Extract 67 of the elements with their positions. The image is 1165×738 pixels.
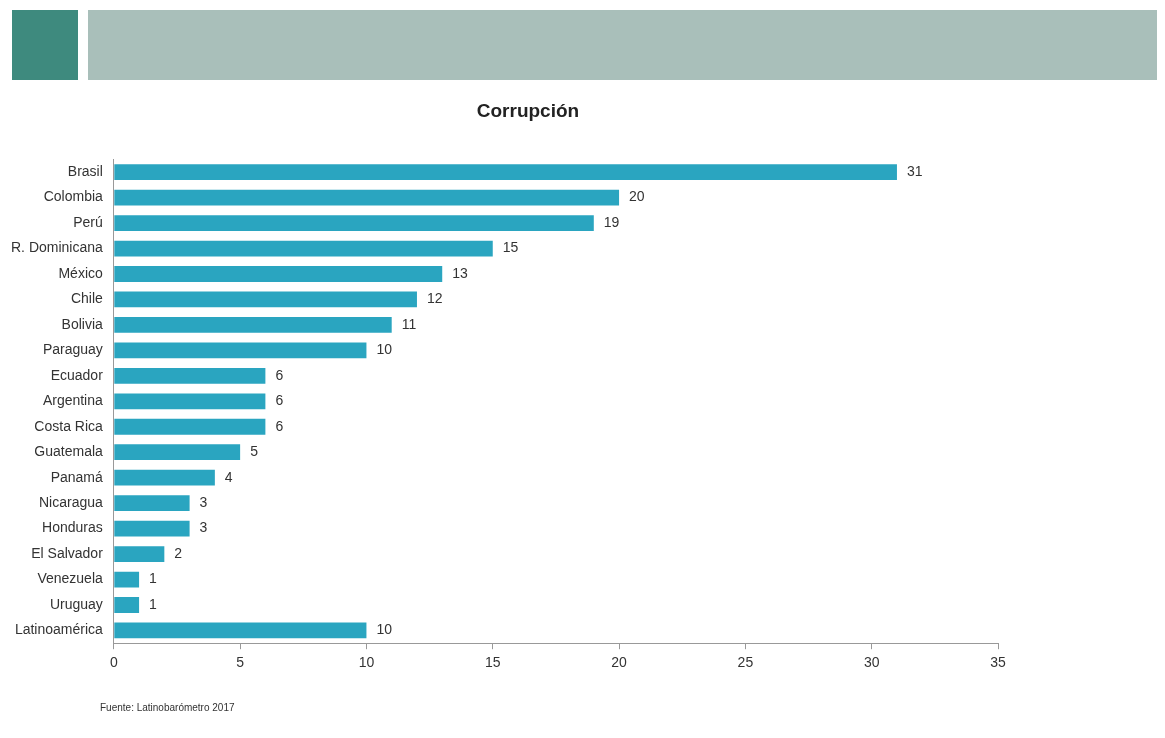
bar — [114, 215, 594, 231]
bar — [114, 291, 417, 308]
x-tick-label: 0 — [109, 654, 118, 671]
bar — [114, 597, 140, 613]
y-tick-label: Uruguay — [49, 595, 103, 612]
bar — [114, 189, 620, 206]
y-tick-label: Ecuador — [50, 366, 104, 383]
y-tick-label: El Salvador — [31, 544, 104, 561]
y-tick-label: Brasil — [67, 162, 103, 179]
y-tick-label: Costa Rica — [34, 417, 104, 434]
bar — [114, 444, 241, 461]
bar — [114, 520, 190, 537]
data-label: 6 — [275, 392, 284, 409]
bar — [114, 164, 897, 181]
data-label: 15 — [502, 239, 519, 256]
bar — [114, 240, 493, 257]
data-label: 10 — [376, 621, 393, 638]
bar — [114, 469, 215, 486]
x-tick-label: 5 — [236, 654, 245, 671]
y-tick-label: Bolivia — [61, 315, 104, 332]
data-label: 5 — [250, 443, 259, 460]
y-tick-label: Guatemala — [34, 443, 104, 460]
x-tick-label: 25 — [737, 654, 754, 671]
data-label: 19 — [603, 213, 620, 230]
y-tick-label: Latinoamérica — [14, 621, 104, 638]
data-label: 6 — [275, 366, 284, 383]
x-tick-label: 35 — [990, 654, 1006, 671]
data-label: 1 — [149, 570, 158, 587]
bar — [114, 317, 392, 333]
bar — [114, 418, 266, 435]
bar — [114, 622, 367, 639]
y-tick-label: Honduras — [42, 519, 103, 536]
bar — [114, 571, 140, 588]
bar — [114, 546, 165, 562]
x-tick-label: 20 — [611, 654, 628, 671]
y-tick-label: Panamá — [50, 468, 104, 485]
data-label: 3 — [199, 519, 208, 536]
y-tick-label: Colombia — [43, 188, 104, 205]
bar — [114, 393, 266, 410]
source-note: Fuente: Latinobarómetro 2017 — [100, 702, 235, 713]
data-label: 3 — [199, 494, 208, 511]
data-label: 4 — [224, 468, 233, 485]
y-tick-label: Chile — [70, 290, 104, 307]
y-tick-label: México — [58, 264, 104, 281]
bar — [114, 495, 190, 512]
bar — [114, 367, 266, 384]
chart-title: Corrupción — [475, 100, 581, 122]
y-tick-label: Nicaragua — [38, 494, 104, 511]
data-label: 1 — [149, 595, 158, 612]
data-label: 2 — [174, 544, 183, 561]
bar — [114, 342, 367, 359]
y-tick-label: Perú — [73, 213, 103, 230]
y-tick-label: R. Dominicana — [10, 239, 104, 256]
x-tick-label: 30 — [863, 654, 880, 671]
data-label: 10 — [376, 341, 393, 358]
bar — [114, 266, 443, 282]
data-label: 31 — [906, 162, 923, 179]
data-label: 12 — [426, 290, 443, 307]
data-label: 11 — [401, 315, 417, 332]
data-label: 6 — [275, 417, 284, 434]
data-label: 20 — [629, 188, 645, 205]
y-tick-label: Paraguay — [42, 341, 103, 358]
x-tick-label: 15 — [484, 654, 501, 671]
y-tick-label: Venezuela — [37, 570, 104, 587]
y-tick-label: Argentina — [42, 392, 104, 409]
x-tick-label: 10 — [358, 654, 375, 671]
data-label: 13 — [452, 264, 469, 281]
